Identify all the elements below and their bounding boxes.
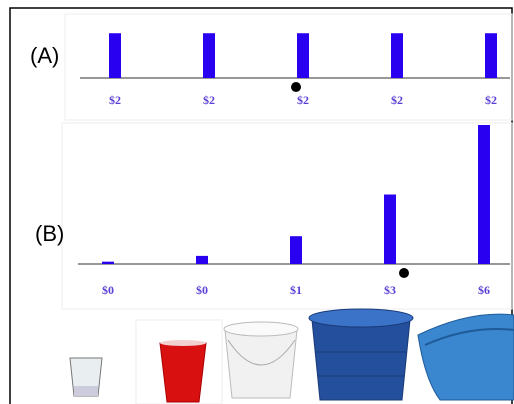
bar bbox=[384, 195, 396, 265]
choice-marker bbox=[399, 268, 409, 278]
bar bbox=[391, 33, 403, 78]
figure: (A) (B) $2 $2 $2 $2 $2 $0 $0 $1 $3 $6 bbox=[0, 0, 514, 404]
value-label: $6 bbox=[478, 283, 490, 297]
value-label: $2 bbox=[109, 93, 121, 107]
white-bucket bbox=[225, 330, 297, 398]
red-cup bbox=[160, 343, 206, 402]
panel-label: (A) bbox=[30, 43, 59, 68]
value-label: $2 bbox=[485, 93, 497, 107]
red-cup-rim bbox=[160, 340, 206, 346]
blue-tub bbox=[418, 314, 514, 400]
value-label: $2 bbox=[391, 93, 403, 107]
value-label: $1 bbox=[290, 283, 302, 297]
panel-a-box bbox=[65, 14, 512, 120]
choice-marker bbox=[291, 82, 301, 92]
bar bbox=[102, 262, 114, 264]
shot-glass-base bbox=[74, 386, 98, 396]
bar bbox=[297, 33, 309, 78]
panel-label: (B) bbox=[35, 221, 64, 246]
value-label: $2 bbox=[203, 93, 215, 107]
bar bbox=[290, 236, 302, 264]
value-label: $0 bbox=[196, 283, 208, 297]
bar bbox=[196, 256, 208, 264]
containers bbox=[70, 309, 514, 404]
value-label: $3 bbox=[384, 283, 396, 297]
value-label: $0 bbox=[102, 283, 114, 297]
blue-barrel bbox=[312, 320, 410, 400]
bar bbox=[478, 125, 490, 264]
value-label: $2 bbox=[297, 93, 309, 107]
blue-barrel-rim bbox=[309, 309, 413, 327]
panel-b-box bbox=[62, 123, 512, 309]
bar bbox=[203, 33, 215, 78]
white-bucket-rim bbox=[224, 322, 298, 336]
bar bbox=[485, 33, 497, 78]
bar bbox=[109, 33, 121, 78]
